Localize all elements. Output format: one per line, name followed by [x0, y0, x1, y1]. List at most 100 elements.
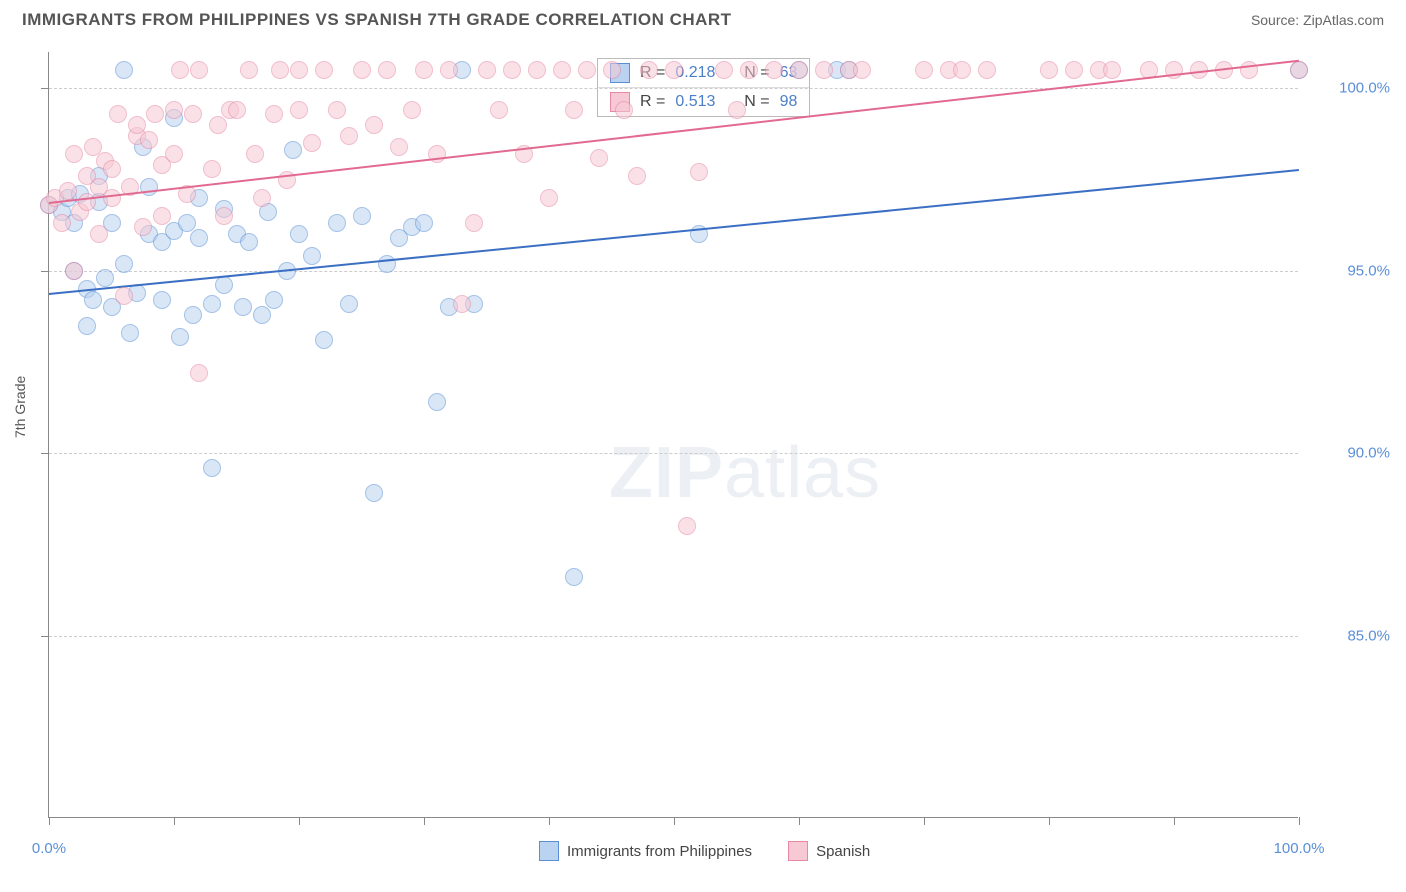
- scatter-point: [603, 61, 621, 79]
- scatter-point: [115, 61, 133, 79]
- scatter-point: [290, 101, 308, 119]
- scatter-point: [171, 61, 189, 79]
- scatter-point: [790, 61, 808, 79]
- x-tick: [174, 817, 175, 825]
- scatter-point: [240, 61, 258, 79]
- scatter-point: [146, 105, 164, 123]
- x-tick: [424, 817, 425, 825]
- scatter-point: [253, 306, 271, 324]
- gridline-h: [49, 271, 1298, 272]
- scatter-point: [265, 105, 283, 123]
- scatter-point: [96, 269, 114, 287]
- scatter-point: [328, 101, 346, 119]
- scatter-point: [540, 189, 558, 207]
- scatter-point: [740, 61, 758, 79]
- watermark: ZIPatlas: [609, 432, 881, 514]
- scatter-point: [78, 317, 96, 335]
- n-value: 98: [780, 93, 798, 111]
- scatter-point: [253, 189, 271, 207]
- y-tick-label: 90.0%: [1310, 445, 1390, 462]
- scatter-point: [978, 61, 996, 79]
- scatter-point: [203, 160, 221, 178]
- scatter-point: [565, 101, 583, 119]
- scatter-point: [109, 105, 127, 123]
- y-tick: [41, 636, 49, 637]
- scatter-point: [415, 61, 433, 79]
- y-tick: [41, 453, 49, 454]
- scatter-point: [628, 167, 646, 185]
- x-tick: [49, 817, 50, 825]
- scatter-point: [503, 61, 521, 79]
- scatter-point: [478, 61, 496, 79]
- chart-plot-area: ZIPatlas R =0.218 N =63R =0.513 N =98 Im…: [48, 52, 1298, 818]
- chart-title: IMMIGRANTS FROM PHILIPPINES VS SPANISH 7…: [22, 10, 732, 30]
- scatter-point: [303, 134, 321, 152]
- scatter-point: [284, 141, 302, 159]
- y-tick: [41, 88, 49, 89]
- scatter-point: [715, 61, 733, 79]
- scatter-point: [378, 61, 396, 79]
- scatter-point: [315, 331, 333, 349]
- scatter-point: [440, 61, 458, 79]
- scatter-point: [553, 61, 571, 79]
- scatter-point: [215, 207, 233, 225]
- scatter-point: [390, 138, 408, 156]
- scatter-point: [121, 324, 139, 342]
- scatter-point: [640, 61, 658, 79]
- scatter-point: [171, 328, 189, 346]
- scatter-point: [365, 484, 383, 502]
- legend-item: Spanish: [788, 841, 870, 861]
- scatter-point: [765, 61, 783, 79]
- y-tick-label: 100.0%: [1310, 80, 1390, 97]
- scatter-point: [615, 101, 633, 119]
- legend-swatch: [788, 841, 808, 861]
- legend-label: Immigrants from Philippines: [567, 843, 752, 860]
- scatter-point: [290, 225, 308, 243]
- scatter-point: [190, 364, 208, 382]
- scatter-point: [465, 214, 483, 232]
- scatter-point: [65, 262, 83, 280]
- scatter-point: [365, 116, 383, 134]
- scatter-point: [59, 182, 77, 200]
- scatter-point: [1040, 61, 1058, 79]
- scatter-point: [203, 295, 221, 313]
- scatter-point: [353, 61, 371, 79]
- scatter-point: [240, 233, 258, 251]
- scatter-point: [265, 291, 283, 309]
- scatter-point: [428, 393, 446, 411]
- scatter-point: [565, 568, 583, 586]
- scatter-point: [190, 61, 208, 79]
- scatter-point: [453, 295, 471, 313]
- scatter-point: [184, 105, 202, 123]
- scatter-point: [303, 247, 321, 265]
- scatter-point: [203, 459, 221, 477]
- scatter-point: [1290, 61, 1308, 79]
- scatter-point: [853, 61, 871, 79]
- scatter-point: [590, 149, 608, 167]
- scatter-point: [140, 131, 158, 149]
- scatter-point: [678, 517, 696, 535]
- x-tick: [549, 817, 550, 825]
- scatter-point: [53, 214, 71, 232]
- scatter-point: [578, 61, 596, 79]
- gridline-h: [49, 88, 1298, 89]
- scatter-point: [665, 61, 683, 79]
- scatter-point: [78, 193, 96, 211]
- scatter-point: [353, 207, 371, 225]
- legend-item: Immigrants from Philippines: [539, 841, 752, 861]
- scatter-point: [165, 101, 183, 119]
- y-axis-title: 7th Grade: [12, 376, 28, 438]
- legend-label: Spanish: [816, 843, 870, 860]
- scatter-point: [190, 229, 208, 247]
- x-tick: [1049, 817, 1050, 825]
- scatter-point: [328, 214, 346, 232]
- scatter-point: [103, 160, 121, 178]
- scatter-point: [103, 189, 121, 207]
- scatter-point: [728, 101, 746, 119]
- scatter-point: [90, 225, 108, 243]
- legend-swatch: [539, 841, 559, 861]
- scatter-point: [134, 218, 152, 236]
- scatter-point: [290, 61, 308, 79]
- bottom-legend: Immigrants from Philippines Spanish: [539, 841, 870, 861]
- x-tick-label: 100.0%: [1274, 840, 1325, 857]
